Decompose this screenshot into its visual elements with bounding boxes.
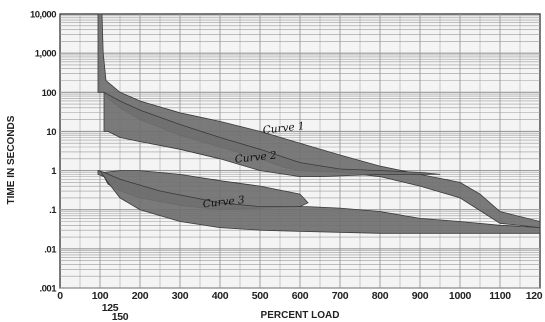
- x-tick-label: 100: [92, 290, 109, 302]
- x-tick-label: 700: [332, 290, 349, 302]
- y-tick-label: 1: [51, 166, 57, 177]
- y-tick-label: 10: [46, 127, 56, 138]
- curve2-label: Curve 2: [234, 149, 277, 165]
- x-tick-label: 400: [212, 290, 229, 302]
- y-tick-label: 100: [42, 88, 57, 99]
- y-tick-label: .01: [44, 244, 57, 255]
- x-tick-label: 800: [372, 290, 389, 302]
- x-tick-label: 120: [526, 290, 543, 302]
- y-tick-label: .001: [40, 284, 58, 295]
- x-tick-label-extra: 125: [102, 302, 119, 314]
- x-tick-label: 1100: [489, 290, 511, 302]
- x-tick-label: 500: [252, 290, 269, 302]
- x-tick-label: 900: [412, 290, 429, 302]
- curve-2-band: [103, 91, 441, 178]
- y-tick-label: .1: [49, 205, 57, 216]
- x-tick-label: 300: [172, 290, 189, 302]
- y-tick-label: 1,000: [35, 49, 56, 60]
- lower-band-band: [97, 170, 541, 234]
- x-tick-labels: 0 100 200 300 400 500 600 700 800 900 1000 1100 120 1…: [57, 290, 543, 322]
- x-tick-label: 1000: [449, 290, 472, 302]
- x-tick-label: 200: [132, 290, 149, 302]
- curve3-label: Curve 3: [202, 194, 245, 210]
- y-tick-labels: .001 .01 .1 1 10 100 1,000 10,000: [30, 10, 58, 295]
- x-axis-label: PERCENT LOAD: [261, 310, 340, 321]
- curve1-label: Curve 1: [262, 120, 305, 136]
- x-tick-label-extra: 150: [112, 311, 129, 322]
- y-axis-label: TIME IN SECONDS: [6, 115, 17, 204]
- curve-labels: Curve 1 Curve 2 Curve 3: [202, 120, 305, 210]
- x-tick-label: 0: [57, 290, 63, 302]
- x-tick-label: 600: [292, 290, 309, 302]
- y-tick-label: 10,000: [30, 10, 56, 21]
- curve-bands: [97, 13, 541, 234]
